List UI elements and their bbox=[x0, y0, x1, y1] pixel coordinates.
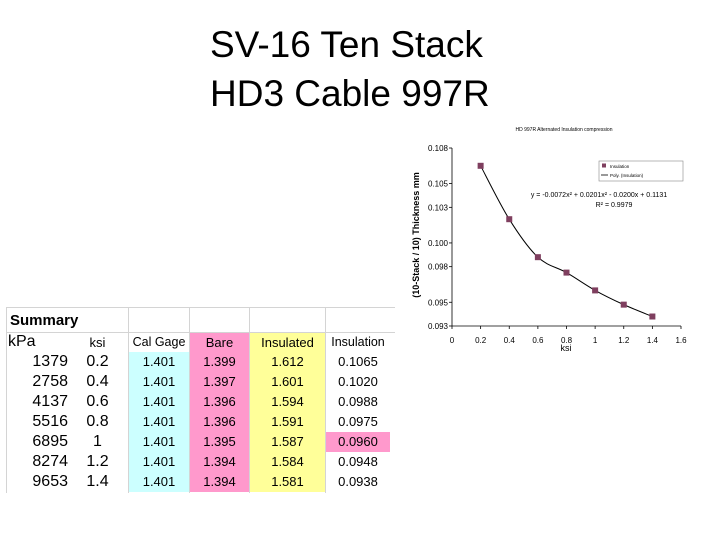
x-tick-label: 0.4 bbox=[504, 336, 516, 345]
y-axis-label: (10-Stack / 10) Thickness mm bbox=[411, 172, 421, 298]
table-grid-line bbox=[249, 307, 250, 493]
header-bare: Bare bbox=[190, 333, 249, 353]
cell-kpa: 8274 bbox=[32, 453, 68, 470]
table-grid-line bbox=[325, 307, 326, 493]
cell-ksi: 0.2 bbox=[86, 353, 109, 370]
cell-ksi: 1.2 bbox=[86, 453, 109, 470]
cell-bare: 1.397 bbox=[190, 372, 249, 392]
cell-cal-gage: 1.401 bbox=[129, 432, 189, 452]
x-tick-label: 0.2 bbox=[475, 336, 487, 345]
cell-bare: 1.399 bbox=[190, 352, 249, 372]
cell-insulated: 1.591 bbox=[250, 412, 325, 432]
header-insulation: Insulation bbox=[331, 335, 385, 349]
cell-cal-gage: 1.401 bbox=[129, 452, 189, 472]
cell-kpa: 1379 bbox=[32, 353, 68, 370]
cell-kpa: 4137 bbox=[32, 393, 68, 410]
header-insulated: Insulated bbox=[250, 333, 325, 353]
data-point bbox=[620, 301, 627, 308]
scatter-chart: 0.093 0.095 0.098 0.100 0.103 0.105 0.108 0 0.2… bbox=[411, 127, 687, 353]
table-grid-line bbox=[6, 332, 395, 333]
cell-insulated: 1.584 bbox=[250, 452, 325, 472]
cell-insulation: 0.0938 bbox=[338, 474, 378, 489]
y-tick-label: 0.103 bbox=[428, 203, 449, 212]
y-tick-label: 0.095 bbox=[428, 298, 449, 307]
cell-bare: 1.394 bbox=[190, 452, 249, 472]
cell-bare: 1.396 bbox=[190, 412, 249, 432]
cell-insulation: 0.0960 bbox=[326, 432, 390, 452]
cell-insulation: 0.1020 bbox=[338, 374, 378, 389]
cell-insulated: 1.594 bbox=[250, 392, 325, 412]
x-tick-label: 0.8 bbox=[561, 336, 573, 345]
slide-title-line2: HD3 Cable 997R bbox=[210, 73, 490, 114]
x-tick-label: 1 bbox=[593, 336, 598, 345]
data-point bbox=[563, 269, 570, 276]
legend-box bbox=[598, 160, 684, 182]
cell-insulated: 1.587 bbox=[250, 432, 325, 452]
summary-label: Summary bbox=[10, 312, 79, 329]
cell-cal-gage: 1.401 bbox=[129, 412, 189, 432]
x-tick-label: 1.4 bbox=[647, 336, 659, 345]
cell-ksi: 0.4 bbox=[86, 373, 109, 390]
y-tick-label: 0.105 bbox=[428, 180, 449, 189]
cell-cal-gage: 1.401 bbox=[129, 472, 189, 492]
cell-ksi: 0.8 bbox=[86, 413, 109, 430]
table-grid-line bbox=[6, 307, 395, 308]
cell-insulation: 0.1065 bbox=[338, 354, 378, 369]
x-tick-label: 0 bbox=[450, 336, 455, 345]
cell-insulated: 1.581 bbox=[250, 472, 325, 492]
cell-kpa: 9653 bbox=[32, 473, 68, 490]
legend-trend: Poly. (Insulation) bbox=[610, 173, 644, 178]
x-axis-label: ksi bbox=[561, 343, 572, 353]
cell-kpa: 2758 bbox=[32, 373, 68, 390]
cell-insulated: 1.612 bbox=[250, 352, 325, 372]
data-point bbox=[534, 254, 541, 261]
data-point bbox=[477, 162, 484, 169]
y-axis: 0.093 0.095 0.098 0.100 0.103 0.105 0.108 bbox=[428, 144, 453, 331]
table-grid-line bbox=[6, 307, 7, 493]
x-tick-label: 0.6 bbox=[532, 336, 544, 345]
cell-bare: 1.396 bbox=[190, 392, 249, 412]
data-point bbox=[649, 313, 656, 320]
data-point bbox=[592, 287, 599, 294]
trend-equation: y = -0.0072x² + 0.0201x² - 0.0200x + 0.1… bbox=[531, 192, 667, 199]
cell-bare: 1.394 bbox=[190, 472, 249, 492]
cell-ksi: 1 bbox=[93, 433, 102, 450]
y-tick-label: 0.108 bbox=[428, 144, 449, 153]
cell-insulation: 0.0948 bbox=[338, 454, 378, 469]
table-grid-line bbox=[128, 307, 129, 493]
y-tick-label: 0.093 bbox=[428, 322, 449, 331]
cell-insulation: 0.0975 bbox=[338, 414, 378, 429]
slide-title-line1: SV-16 Ten Stack bbox=[210, 24, 483, 65]
r-squared: R² = 0.9979 bbox=[596, 202, 633, 209]
cell-kpa: 6895 bbox=[32, 433, 68, 450]
table-grid-line bbox=[189, 307, 190, 493]
cell-cal-gage: 1.401 bbox=[129, 372, 189, 392]
header-ksi: ksi bbox=[89, 335, 106, 350]
cell-ksi: 0.6 bbox=[86, 393, 109, 410]
chart-title: HD 997R Alternated Insulation compressio… bbox=[516, 127, 613, 133]
data-points bbox=[477, 162, 656, 320]
y-tick-label: 0.098 bbox=[428, 263, 449, 272]
cell-bare: 1.395 bbox=[190, 432, 249, 452]
legend-series: Insulation bbox=[610, 164, 630, 169]
header-kpa: kPa bbox=[8, 333, 36, 350]
x-tick-label: 1.2 bbox=[618, 336, 630, 345]
x-tick-label: 1.6 bbox=[675, 336, 687, 345]
cell-kpa: 5516 bbox=[32, 413, 68, 430]
cell-cal-gage: 1.401 bbox=[129, 352, 189, 372]
legend: Insulation Poly. (Insulation) bbox=[598, 160, 684, 182]
cell-insulated: 1.601 bbox=[250, 372, 325, 392]
cell-ksi: 1.4 bbox=[86, 473, 109, 490]
y-tick-label: 0.100 bbox=[428, 239, 449, 248]
header-cal-gage: Cal Gage bbox=[132, 335, 186, 349]
x-axis: 0 0.2 0.4 0.6 0.8 1 1.2 1.4 1.6 bbox=[450, 325, 687, 345]
legend-marker bbox=[602, 163, 606, 168]
cell-insulation: 0.0988 bbox=[338, 394, 378, 409]
data-point bbox=[506, 216, 513, 223]
cell-cal-gage: 1.401 bbox=[129, 392, 189, 412]
